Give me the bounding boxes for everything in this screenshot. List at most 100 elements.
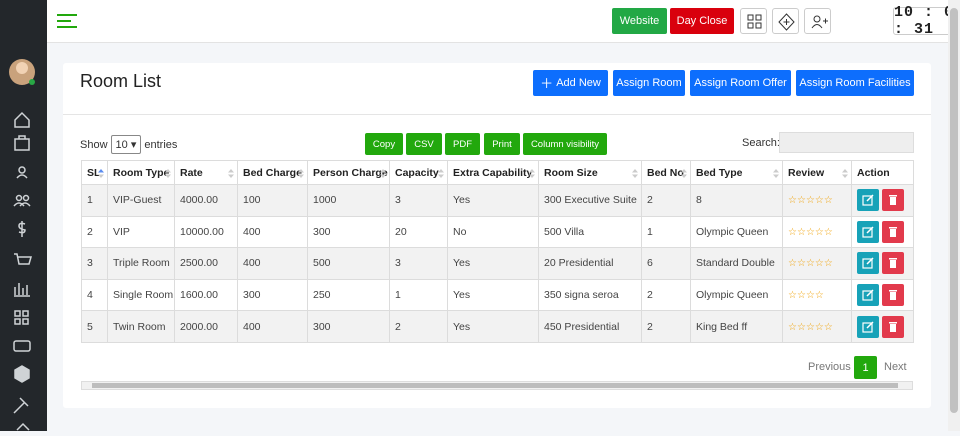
column-header[interactable]: SL [81, 160, 108, 185]
cell: 2 [81, 215, 108, 249]
column-header[interactable]: Bed No. [641, 160, 691, 185]
cell: 8 [690, 184, 783, 217]
delete-button[interactable] [882, 284, 904, 307]
star: ☆ [805, 226, 815, 238]
nav-icons[interactable] [13, 111, 32, 431]
star: ☆ [788, 290, 797, 302]
rating: ☆☆☆☆☆ [788, 226, 833, 238]
export-button[interactable]: Copy [365, 133, 403, 155]
column-label: Capacity [395, 166, 439, 179]
cell: King Bed ff [690, 310, 783, 343]
cell: Twin Room [107, 310, 175, 343]
sort-icon [165, 169, 171, 181]
column-label: Extra Capability [453, 166, 533, 179]
column-header[interactable]: Review [782, 160, 852, 185]
star: ☆ [814, 195, 824, 207]
vertical-scrollbar[interactable] [948, 0, 960, 431]
cell: 2 [641, 184, 691, 217]
cell: Olympic Queen [690, 278, 783, 312]
star: ☆ [796, 258, 806, 270]
next-button[interactable]: Next [884, 361, 907, 373]
star: ☆ [788, 226, 797, 238]
star: ☆ [814, 321, 824, 333]
column-header[interactable]: Bed Type [690, 160, 783, 185]
cell: Yes [447, 184, 539, 217]
cell: 4 [81, 278, 108, 312]
cell: Olympic Queen [690, 215, 783, 249]
edit-button[interactable] [857, 284, 879, 307]
export-button[interactable]: Column visibility [523, 133, 607, 155]
card-title: Room List [80, 71, 162, 91]
column-label: SL [87, 166, 101, 179]
clock: 10 : 04 : 31 [893, 4, 960, 38]
action-label: Add New [556, 77, 601, 89]
compass-button[interactable] [772, 8, 799, 34]
online-dot [29, 79, 35, 85]
star: ☆ [805, 321, 815, 333]
previous-button[interactable]: Previous [808, 361, 851, 373]
day-close-button[interactable]: Day Close [670, 8, 734, 34]
edit-button[interactable] [857, 220, 879, 243]
search-label: Search: [742, 137, 780, 149]
website-button[interactable]: Website [612, 8, 667, 34]
cell: 100 [237, 184, 308, 217]
cell: 20 Presidential [538, 247, 642, 280]
cell: 2500.00 [174, 247, 238, 280]
delete-button[interactable] [882, 252, 904, 275]
star: ☆ [788, 195, 797, 207]
menu-toggle[interactable] [57, 13, 79, 29]
cell: 1 [81, 184, 108, 217]
cell: 1 [641, 215, 691, 249]
column-header[interactable]: Extra Capability [447, 160, 539, 185]
cell: 2 [641, 278, 691, 312]
search-input[interactable] [779, 132, 914, 153]
column-header[interactable]: Person Charge [307, 160, 390, 185]
cell: Yes [447, 278, 539, 312]
edit-button[interactable] [857, 189, 879, 212]
action-button[interactable]: Assign Room Offer [690, 70, 791, 96]
length-control: Show 10 ▾ entries [80, 135, 177, 154]
edit-button[interactable] [857, 252, 879, 275]
scroll-thumb[interactable] [92, 383, 898, 388]
column-header[interactable]: Action [851, 160, 914, 185]
export-button[interactable]: CSV [406, 133, 442, 155]
avatar-face [16, 62, 28, 74]
page-1-button[interactable]: 1 [854, 356, 877, 379]
page-length-select[interactable]: 10 ▾ [110, 135, 142, 154]
export-button[interactable]: PDF [445, 133, 480, 155]
action-button[interactable]: Assign Room Facilities [796, 70, 914, 96]
sort-icon [529, 169, 535, 181]
cell: Yes [447, 310, 539, 343]
action-button[interactable]: Assign Room [613, 70, 685, 96]
column-header[interactable]: Bed Charge [237, 160, 308, 185]
sort-icon [438, 169, 444, 181]
column-header[interactable]: Rate [174, 160, 238, 185]
export-button[interactable]: Print [484, 133, 520, 155]
grid-button[interactable] [740, 8, 767, 34]
column-header[interactable]: Capacity [389, 160, 448, 185]
cell: 3 [81, 247, 108, 280]
column-header[interactable]: Room Size [538, 160, 642, 185]
action-button[interactable]: ＋ Add New [533, 70, 608, 96]
add-user-button[interactable] [804, 8, 831, 34]
review-cell: ☆☆☆☆ [782, 278, 852, 312]
delete-button[interactable] [882, 220, 904, 243]
star: ☆ [796, 321, 806, 333]
edit-button[interactable] [857, 315, 879, 338]
review-cell: ☆☆☆☆☆ [782, 310, 852, 343]
horizontal-scrollbar[interactable] [81, 381, 913, 390]
review-cell: ☆☆☆☆☆ [782, 184, 852, 217]
cell: 4000.00 [174, 184, 238, 217]
room-list-card: Room List Show 10 ▾ entries Search: SL Ro… [63, 63, 931, 408]
column-header[interactable]: Room Type [107, 160, 175, 185]
sort-icon [98, 169, 104, 181]
cell: 500 [307, 247, 390, 280]
action-label: Assign Room Offer [694, 77, 787, 89]
delete-button[interactable] [882, 189, 904, 212]
sidebar-icons [9, 59, 35, 431]
vscroll-thumb[interactable] [950, 8, 958, 413]
delete-button[interactable] [882, 315, 904, 338]
rating: ☆☆☆☆☆ [788, 321, 833, 333]
